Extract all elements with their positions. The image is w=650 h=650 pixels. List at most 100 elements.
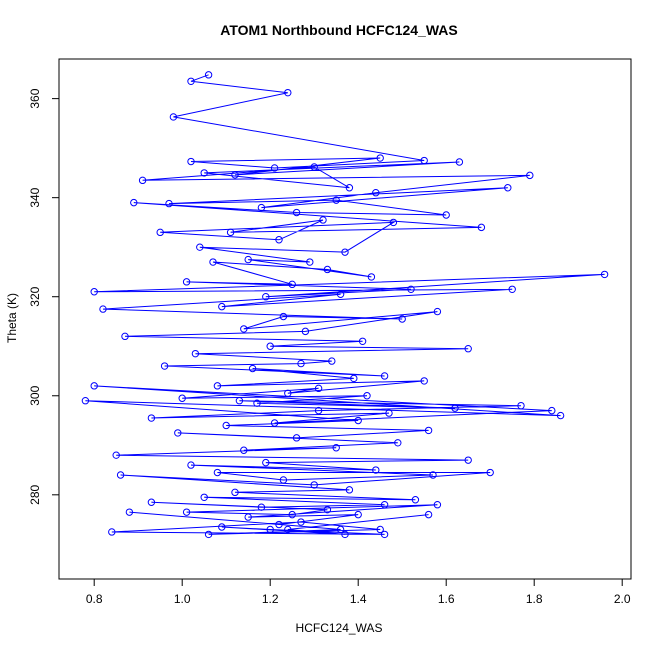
y-tick-label: 320 [28, 286, 42, 306]
data-point [262, 458, 270, 467]
data-point [420, 156, 428, 165]
data-point [367, 273, 376, 281]
data-point [420, 377, 428, 385]
data-point [275, 520, 283, 529]
data-point [244, 255, 252, 264]
data-point [248, 364, 257, 373]
data-point [323, 265, 332, 274]
data-point [319, 216, 327, 224]
data-point [200, 493, 208, 501]
data-point [187, 77, 195, 85]
data-point [226, 228, 235, 237]
data-point [279, 476, 288, 484]
data-point [187, 461, 195, 469]
data-point [231, 171, 239, 179]
data-point [160, 362, 169, 370]
data-point [244, 513, 252, 521]
data-point [169, 113, 178, 121]
data-point [332, 196, 340, 204]
data-point [270, 164, 279, 172]
data-point [332, 444, 340, 452]
data-point [213, 468, 222, 477]
data-point [433, 307, 442, 316]
data-point [389, 218, 398, 227]
data-point [380, 501, 389, 509]
x-axis-label: HCFC124_WAS [296, 621, 383, 635]
x-tick-label: 1.4 [350, 592, 367, 606]
y-tick-label: 360 [28, 88, 42, 108]
data-point [292, 208, 301, 217]
data-point [266, 342, 274, 350]
y-axis-label: Theta (K) [5, 293, 19, 343]
data-point [517, 401, 525, 410]
series-lines [85, 74, 605, 535]
data-point [429, 471, 437, 479]
data-point [350, 374, 358, 383]
data-point [345, 184, 354, 192]
x-tick-label: 0.8 [86, 592, 103, 606]
data-point [385, 409, 393, 417]
x-tick-label: 1.0 [174, 592, 191, 606]
data-point [292, 434, 301, 442]
data-point [90, 382, 98, 390]
data-point [240, 325, 248, 333]
data-point [424, 426, 433, 435]
data-point [275, 236, 283, 244]
data-point [262, 293, 270, 301]
data-point [451, 404, 459, 412]
data-point [376, 525, 384, 534]
data-point [548, 406, 556, 415]
data-point [240, 446, 248, 454]
data-point [504, 184, 512, 192]
data-point [147, 498, 156, 506]
data-point [90, 288, 98, 296]
data-point [121, 332, 129, 341]
data-point [297, 359, 305, 368]
data-point [424, 510, 433, 519]
data-point [341, 530, 349, 539]
data-point [112, 451, 120, 459]
data-point [125, 508, 134, 516]
data-point [130, 198, 138, 207]
data-point [477, 223, 486, 232]
data-point [394, 439, 402, 447]
data-point [213, 382, 222, 390]
data-point [165, 199, 173, 208]
data-point [257, 503, 266, 511]
data-point [209, 258, 217, 266]
data-point [464, 456, 472, 464]
data-point [380, 530, 389, 539]
data-point [600, 270, 609, 279]
data-point [354, 510, 362, 519]
data-point [310, 163, 318, 171]
data-point [336, 525, 345, 534]
data-point [147, 414, 156, 422]
data-point [508, 285, 516, 293]
data-point [301, 327, 310, 336]
data-point [235, 397, 244, 405]
data-point [279, 312, 288, 321]
data-point [257, 203, 266, 212]
data-point [222, 421, 230, 430]
data-point [231, 488, 239, 497]
data-point [218, 523, 226, 531]
data-point [455, 158, 464, 166]
data-point [288, 510, 296, 519]
series-line [85, 74, 605, 535]
data-point [200, 169, 208, 177]
x-tick-label: 1.2 [262, 592, 279, 606]
data-point [191, 349, 200, 358]
data-point [178, 394, 186, 402]
data-point [433, 501, 442, 509]
x-tick-label: 1.8 [526, 592, 543, 606]
data-point [464, 345, 472, 353]
data-point [182, 278, 191, 286]
data-point [253, 399, 261, 407]
data-point [310, 481, 318, 489]
data-point [108, 528, 116, 536]
data-point [284, 525, 292, 534]
data-point [556, 411, 565, 420]
data-point [372, 466, 380, 474]
data-point [376, 154, 384, 162]
